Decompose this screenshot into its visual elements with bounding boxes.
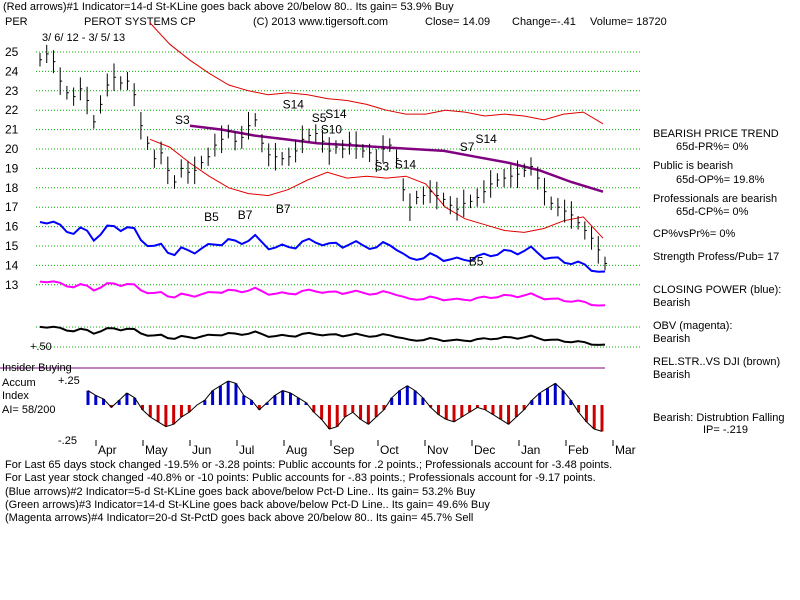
x-tick-label: Oct — [380, 443, 399, 457]
signal-label: B7 — [276, 202, 291, 216]
signal-label: S10 — [321, 122, 343, 136]
accum-line — [87, 380, 603, 432]
x-tick-label: Jun — [192, 443, 211, 457]
relstr-value: Bearish — [653, 369, 691, 381]
footer-line-2: For Last year stock changed -40.8% or -1… — [5, 472, 596, 484]
y-tick-label: 17 — [5, 200, 19, 214]
signal-label: S14 — [283, 97, 305, 111]
y-tick-label: 15 — [5, 239, 19, 253]
y-tick-label: 23 — [5, 84, 19, 98]
ma-line — [189, 124, 604, 193]
signal-label: S5 — [312, 111, 327, 125]
plus50-label: +.50 — [30, 341, 52, 353]
y-tick-label: 21 — [5, 123, 19, 137]
footer-line-3: (Blue arrows)#2 Indicator=5-d St-KLine g… — [5, 486, 476, 498]
footer-line-5: (Magenta arrows)#4 Indicator=20-d St-Pct… — [5, 512, 474, 524]
grid-lines — [36, 51, 640, 348]
accum-index-histogram — [86, 380, 604, 432]
change-value: Change=-.41 — [512, 16, 576, 28]
signal-label: B5 — [469, 254, 484, 268]
lower-band-line — [149, 138, 604, 239]
op-line: 65d-OP%= 19.8% — [676, 174, 765, 186]
signal-label: S3 — [375, 159, 390, 173]
company-name: PEROT SYSTEMS CP — [84, 16, 196, 28]
indicator-lines — [0, 220, 606, 369]
closing-power-line — [39, 220, 606, 273]
x-tick-label: May — [145, 443, 168, 457]
date-range: 3/ 6/ 12 - 3/ 5/ 13 — [42, 32, 126, 44]
x-axis-ticks: Apr May Jun Jul Aug Sep Oct Nov Dec Jan Feb Mar — [95, 440, 636, 457]
minus25-label: -.25 — [58, 435, 77, 447]
upper-band-line — [149, 22, 604, 125]
signal-label: S14 — [395, 157, 417, 171]
closing-power-value: Bearish — [653, 297, 691, 309]
price-bands — [149, 22, 604, 239]
accum-label: Accum — [2, 377, 36, 389]
x-tick-label: Dec — [474, 443, 495, 457]
volume-value: Volume= 18720 — [590, 16, 667, 28]
x-tick-label: Aug — [286, 443, 307, 457]
y-tick-label: 13 — [5, 278, 19, 292]
y-tick-label: 24 — [5, 64, 19, 78]
cp-line: 65d-CP%= 0% — [676, 206, 749, 218]
y-tick-label: 18 — [5, 181, 19, 195]
x-tick-label: Feb — [568, 443, 589, 457]
pr-line: 65d-PR%= 0% — [676, 141, 749, 153]
signal-label: B5 — [204, 210, 219, 224]
price-bars — [39, 44, 607, 271]
signal-label: S14 — [325, 107, 347, 121]
x-tick-label: Sep — [333, 443, 355, 457]
indicator-header: (Red arrows)#1 Indicator=14-d St-KLine g… — [3, 1, 454, 13]
public-title: Public is bearish — [653, 160, 734, 172]
signal-label: S7 — [460, 140, 475, 154]
obv-title: OBV (magenta): — [653, 320, 733, 332]
cpvspr-line: CP%vsPr%= 0% — [653, 228, 736, 240]
x-tick-label: Nov — [427, 443, 448, 457]
signal-label: B7 — [238, 208, 253, 222]
plus25-label: +.25 — [58, 375, 80, 387]
insider-buying-label: Insider Buying — [2, 362, 72, 374]
signal-label: S3 — [175, 113, 190, 127]
copyright: (C) 2013 www.tigersoft.com — [253, 16, 389, 28]
y-tick-label: 25 — [5, 45, 19, 59]
ticker-symbol: PER — [5, 16, 28, 28]
bearish-title: Bearish: Distrubtion Falling — [653, 412, 785, 424]
relstr-line — [39, 325, 606, 346]
x-tick-label: Jul — [239, 443, 254, 457]
obv-value: Bearish — [653, 333, 691, 345]
y-tick-label: 16 — [5, 220, 19, 234]
y-tick-label: 14 — [5, 258, 19, 272]
index-label: Index — [2, 390, 29, 402]
x-tick-label: Apr — [98, 443, 117, 457]
close-value: Close= 14.09 — [425, 16, 491, 28]
footer-line-4: (Green arrows)#3 Indicator=14-d St-KLine… — [5, 499, 490, 511]
trend-title: BEARISH PRICE TREND — [653, 128, 779, 140]
signal-label: S14 — [475, 132, 497, 146]
relstr-title: REL.STR..VS DJI (brown) — [653, 356, 781, 368]
y-tick-label: 22 — [5, 103, 19, 117]
footer-line-1: For Last 65 days stock changed -19.5% or… — [5, 459, 613, 471]
strength-line: Strength Profess/Pub= 17 — [653, 251, 780, 263]
obv-line — [39, 280, 606, 307]
x-tick-label: Mar — [615, 443, 636, 457]
x-tick-label: Jan — [521, 443, 540, 457]
pros-title: Professionals are bearish — [653, 193, 778, 205]
ai-label: AI= 58/200 — [2, 404, 56, 416]
moving-average — [189, 124, 604, 193]
y-tick-label: 19 — [5, 161, 19, 175]
closing-power-title: CLOSING POWER (blue): — [653, 284, 782, 296]
y-tick-label: 20 — [5, 142, 19, 156]
ip-line: IP= -.219 — [703, 424, 748, 436]
y-axis-ticks: 25 24 23 22 21 20 19 18 17 16 15 14 13 — [5, 45, 19, 292]
